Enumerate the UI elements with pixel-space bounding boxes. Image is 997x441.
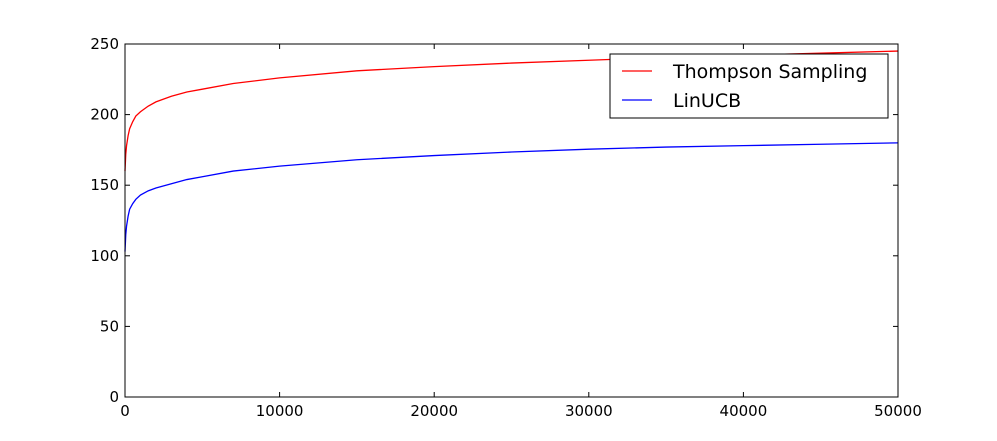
y-tick-label: 150 [90, 176, 119, 194]
x-tick-label: 50000 [874, 402, 922, 420]
x-tick-label: 40000 [720, 402, 768, 420]
plot-frame [124, 43, 899, 398]
ticks-layer: 0 10000 20000 30000 40000 50000 0 50 100 150 200 25… [90, 35, 922, 420]
legend-box [609, 53, 889, 119]
y-tick-label: 200 [90, 106, 119, 124]
y-tick-label: 100 [90, 247, 119, 265]
y-tick-label: 0 [109, 388, 119, 406]
legend-label: LinUCB [673, 90, 741, 112]
x-tick-label: 0 [120, 402, 130, 420]
series-line-1 [124, 142, 899, 252]
x-tick-label: 30000 [565, 402, 613, 420]
y-tick-label: 50 [100, 317, 119, 335]
x-tick-label: 20000 [410, 402, 458, 420]
x-tick-label: 10000 [256, 402, 304, 420]
legend: Thompson Sampling LinUCB [609, 53, 889, 119]
legend-label: Thompson Sampling [672, 61, 867, 83]
y-tick-label: 250 [90, 35, 119, 53]
